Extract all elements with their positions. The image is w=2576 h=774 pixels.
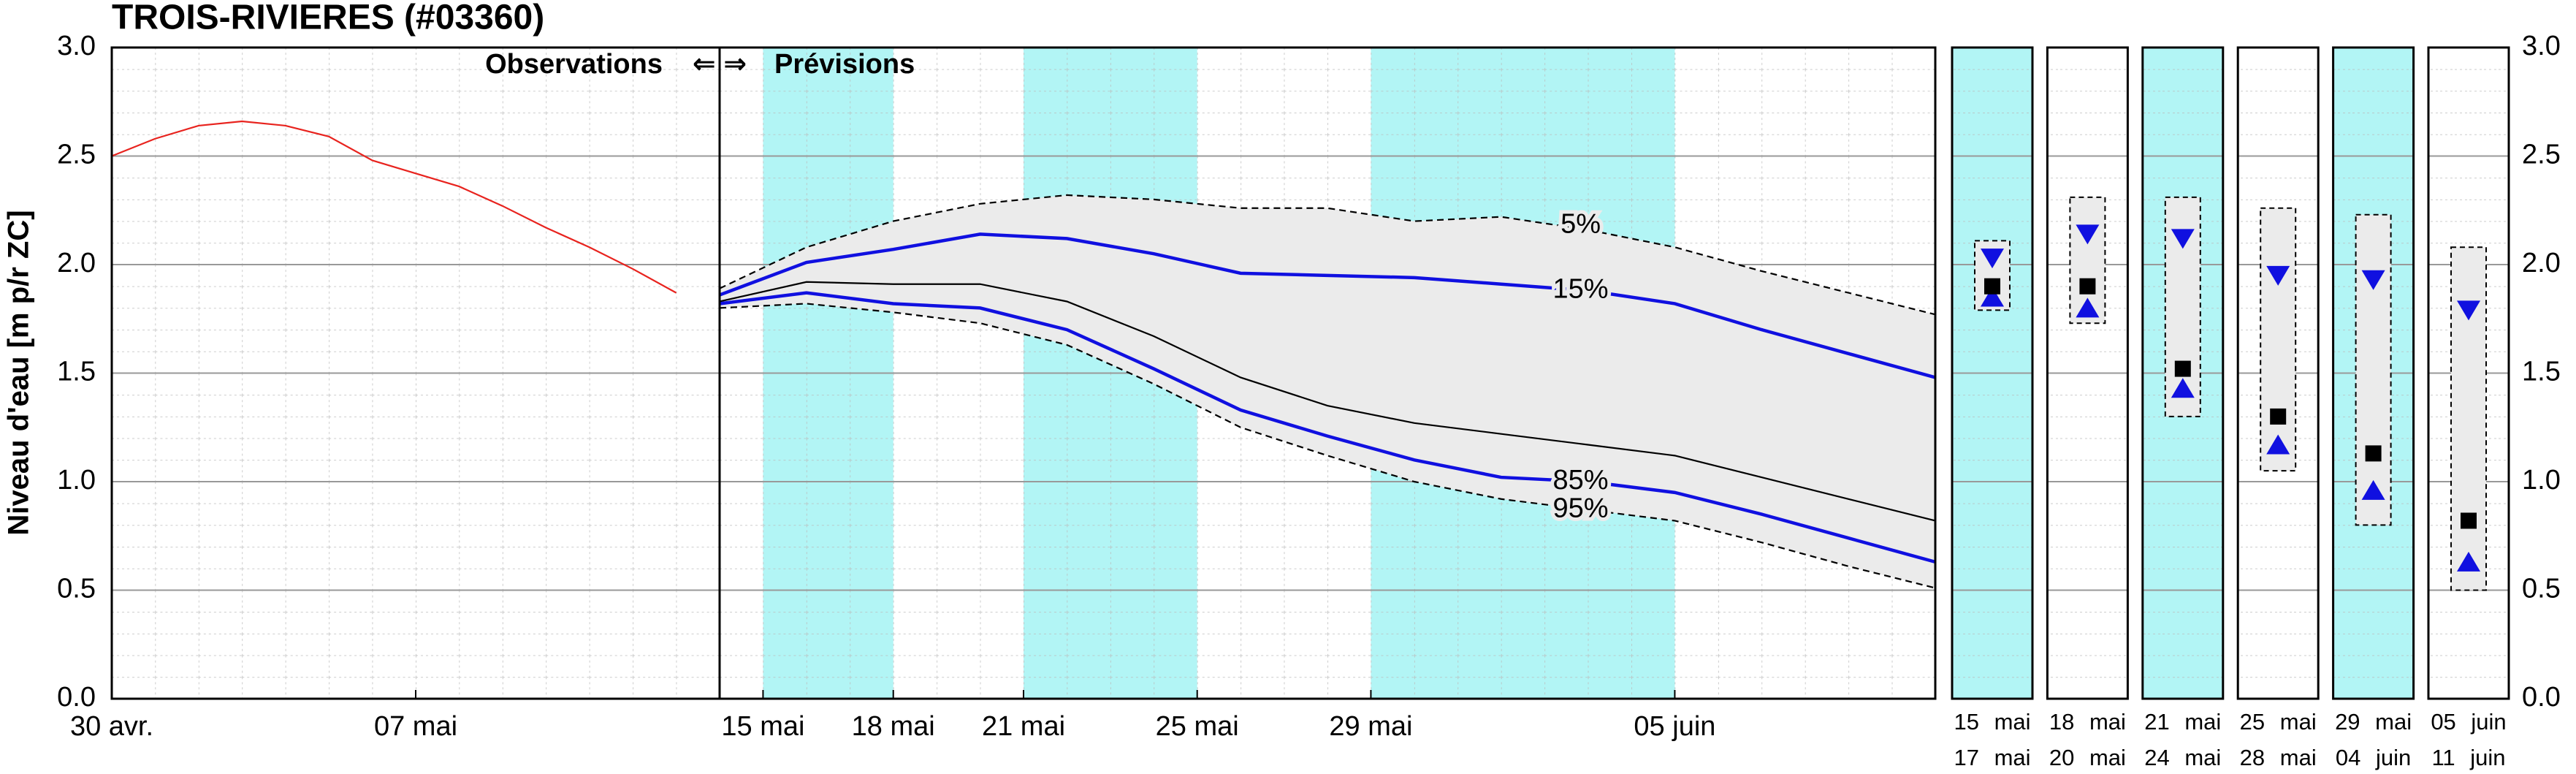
panel-frame [2141, 46, 2225, 700]
panel-label: 29 mai [2335, 709, 2412, 735]
y2-tick-label: 1.0 [2522, 465, 2561, 496]
panel-frame [2236, 46, 2320, 700]
x-tick-label: 21 mai [982, 711, 1065, 742]
series-label: 85% [1553, 465, 1609, 496]
upper-marker [2076, 224, 2100, 245]
lower-marker [2361, 479, 2385, 500]
range-box [2355, 213, 2392, 526]
y-tick-label: 1.0 [57, 465, 96, 496]
lower-marker [1981, 287, 2004, 307]
series-line [719, 303, 1936, 589]
median-marker [2461, 512, 2477, 529]
panel-label: 21 mai [2144, 709, 2221, 735]
x-tick-label: 05 juin [1634, 711, 1715, 742]
panel-label: 04 juin [2336, 745, 2411, 770]
lower-marker [2266, 434, 2290, 455]
panel-label: 15 mai [1954, 709, 2030, 735]
y-tick-label: 1.5 [57, 357, 96, 387]
median-marker [2365, 445, 2382, 462]
panel-label: 20 mai [2049, 745, 2126, 770]
y2-tick-label: 1.5 [2522, 357, 2561, 387]
x-tick-label: 25 mai [1156, 711, 1239, 742]
panel-frame [2046, 46, 2129, 700]
median-marker [2174, 360, 2191, 377]
y-tick-label: 2.0 [57, 248, 96, 278]
upper-marker [2266, 265, 2290, 286]
series-line [111, 120, 677, 294]
median-marker [1984, 278, 2000, 295]
median-marker [2270, 408, 2287, 425]
chart-title: TROIS-RIVIERES (#03360) [112, 0, 544, 37]
panel-frame [2427, 46, 2510, 700]
panel-frame [2332, 46, 2415, 700]
y2-tick-label: 2.0 [2522, 248, 2561, 278]
y2-tick-label: 0.0 [2522, 682, 2561, 713]
y2-tick-label: 2.5 [2522, 140, 2561, 170]
x-tick-label: 30 avr. [70, 711, 153, 742]
y-tick-label: 3.0 [57, 31, 96, 61]
series-label: 95% [1553, 493, 1609, 524]
series-line [719, 281, 1936, 522]
median-marker [2079, 278, 2096, 295]
lower-marker [2457, 551, 2480, 572]
plot-frame [110, 46, 1937, 700]
panel-label: 24 mai [2144, 745, 2221, 770]
x-tick-label: 18 mai [852, 711, 935, 742]
upper-marker [2171, 229, 2195, 249]
annotation: Observations [485, 49, 663, 80]
lower-marker [2076, 297, 2100, 318]
x-tick-label: 15 mai [721, 711, 804, 742]
panel-label: 11 juin [2431, 745, 2505, 770]
y-tick-label: 2.5 [57, 140, 96, 170]
x-tick-label: 07 mai [374, 711, 457, 742]
panel-label: 18 mai [2049, 709, 2126, 735]
y-axis-label: Niveau d'eau [m p/r ZC] [3, 210, 35, 535]
upper-marker [2361, 270, 2385, 290]
y-tick-label: 0.0 [57, 682, 96, 713]
panel-label: 05 juin [2431, 709, 2506, 735]
panel-label: 17 mai [1954, 745, 2030, 770]
panel-label: 25 mai [2240, 709, 2317, 735]
series-label: 5% [1561, 209, 1601, 240]
annotation: Prévisions [774, 49, 915, 80]
upper-marker [1981, 248, 2004, 269]
panel-frame [1951, 46, 2034, 700]
series-line [719, 194, 1936, 316]
annotation: ⇐ ⇒ [693, 49, 747, 80]
y2-tick-label: 0.5 [2522, 574, 2561, 604]
range-box [2260, 207, 2297, 472]
range-box [2450, 246, 2487, 591]
y2-tick-label: 3.0 [2522, 31, 2561, 61]
lower-marker [2171, 378, 2195, 398]
x-tick-label: 29 mai [1329, 711, 1412, 742]
series-label: 15% [1553, 274, 1609, 305]
panel-label: 28 mai [2240, 745, 2317, 770]
series-line [719, 232, 1936, 379]
series-line [719, 291, 1936, 564]
upper-marker [2457, 300, 2480, 321]
y-tick-label: 0.5 [57, 574, 96, 604]
